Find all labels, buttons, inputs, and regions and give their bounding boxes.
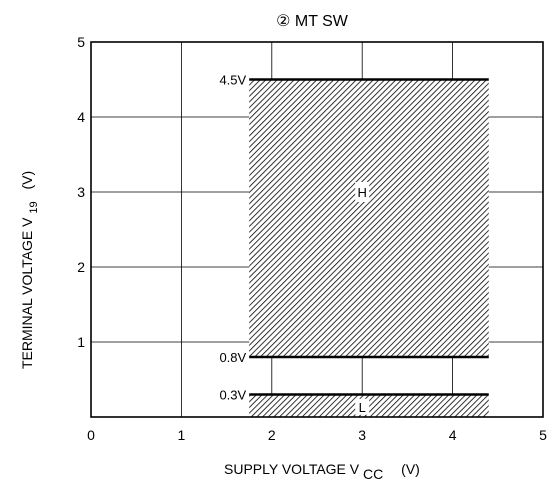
- tick-label-layer: 0 1 2 3 4 5 1 2 3 4 5: [77, 34, 547, 443]
- x-tick-label: 5: [539, 427, 547, 443]
- y-axis-label-main: TERMINAL VOLTAGE V: [19, 217, 35, 369]
- x-axis-label-main: SUPPLY VOLTAGE V: [224, 461, 360, 477]
- y-tick-label: 3: [77, 184, 85, 200]
- x-axis-label: SUPPLY VOLTAGE V CC (V): [224, 461, 420, 482]
- plot-frame: [90, 41, 544, 418]
- x-axis-label-subscript: CC: [363, 466, 383, 482]
- y-tick-label: 1: [77, 334, 85, 350]
- level-line-layer: 4.5V 0.8V 0.3V: [209, 71, 489, 403]
- plot-frame-layer: [90, 41, 544, 418]
- level-label-bg: [209, 386, 248, 403]
- region-l-label-bg: [355, 398, 370, 415]
- region-h-label: H: [358, 185, 367, 200]
- region-l-label: L: [359, 400, 366, 415]
- region-layer: HL: [249, 79, 489, 417]
- level-label-bg: [209, 349, 248, 365]
- x-tick-label: 1: [178, 427, 186, 443]
- level-label: 0.3V: [219, 388, 246, 403]
- y-axis-label-unit: (V): [19, 171, 35, 190]
- x-tick-label: 4: [449, 427, 457, 443]
- y-axis-label-subscript: 19: [28, 201, 40, 213]
- region-h-label-bg: [355, 182, 370, 202]
- level-label: 4.5V: [219, 73, 246, 88]
- y-tick-label: 2: [77, 259, 85, 275]
- x-tick-label: 0: [87, 427, 95, 443]
- svg-text:TERMINAL VOLTAGE V 19: TERMINAL VOLTAGE V 19 (V): [19, 171, 40, 369]
- x-tick-label: 3: [358, 427, 366, 443]
- y-axis-label: TERMINAL VOLTAGE V 19 (V): [19, 171, 40, 369]
- level-label: 0.8V: [219, 350, 246, 365]
- y-tick-label: 4: [77, 109, 85, 125]
- level-label-bg: [209, 71, 248, 88]
- y-tick-label: 5: [77, 34, 85, 50]
- chart-title-group: ② MT SW: [276, 13, 349, 30]
- chart-title: ② MT SW: [276, 13, 349, 30]
- x-tick-label: 2: [268, 427, 276, 443]
- svg-text:SUPPLY VOLTAGE V CC: SUPPLY VOLTAGE V CC (V): [224, 461, 420, 482]
- x-axis-label-unit: (V): [401, 461, 420, 477]
- region-h-area: [249, 79, 489, 357]
